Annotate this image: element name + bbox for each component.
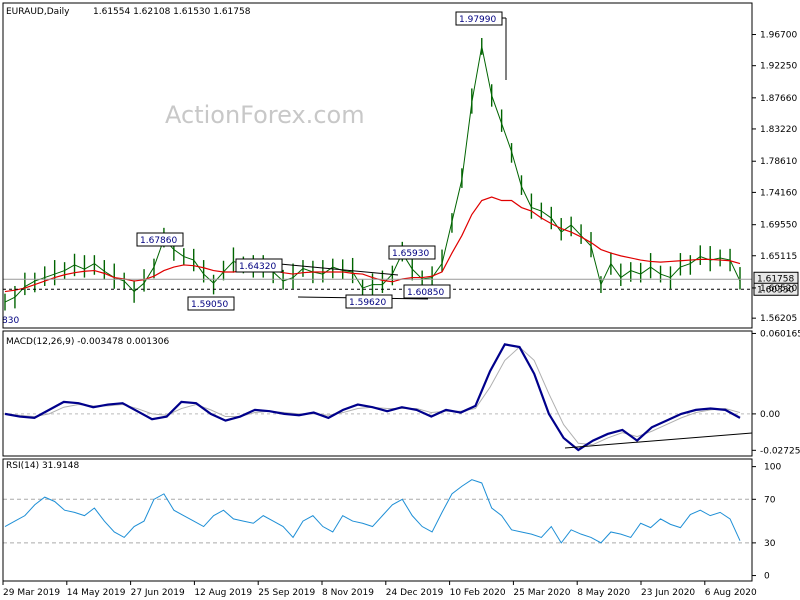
rsi-line bbox=[4, 479, 741, 544]
macd-panel bbox=[3, 343, 753, 452]
price-label: 1.59620 bbox=[349, 298, 386, 308]
price-panel: 1.97990 1.67860 1.64320 1.59050 1.65930 1.596… bbox=[3, 11, 799, 311]
x-tick-label: 12 Aug 2019 bbox=[194, 588, 252, 598]
price-tick-label: 1.87660 bbox=[760, 94, 797, 104]
bottom-left-label: 830 bbox=[2, 316, 19, 326]
price-tick-label: 1.69550 bbox=[760, 221, 797, 231]
macd-tick-label: -0.02725 bbox=[760, 446, 800, 456]
price-label-box bbox=[345, 294, 393, 309]
x-tick-label: 6 Aug 2020 bbox=[705, 588, 757, 598]
price-tick-label: 1.83220 bbox=[760, 125, 797, 135]
macd-tick-label: 0.060165 bbox=[760, 329, 800, 339]
price-label-box bbox=[403, 284, 451, 299]
rsi-tick-label: 30 bbox=[764, 539, 776, 549]
price-frame bbox=[2, 2, 753, 329]
x-tick-label: 29 Mar 2019 bbox=[3, 588, 60, 598]
price-label-box bbox=[136, 232, 184, 247]
price-label-box bbox=[388, 245, 436, 260]
rsi-title: RSI(14) 31.9148 bbox=[6, 461, 79, 471]
rsi-tick-label: 70 bbox=[764, 495, 776, 505]
chart-symbol: EURAUD,Daily bbox=[6, 7, 70, 17]
price-label: 1.59050 bbox=[191, 300, 228, 310]
price-tick-label: 1.92250 bbox=[760, 62, 797, 72]
price-label: 1.97990 bbox=[459, 15, 496, 25]
x-tick-label: 25 Sep 2019 bbox=[258, 588, 315, 598]
trendline-upper bbox=[279, 263, 399, 276]
price-tag-label: 1.60330 bbox=[757, 285, 794, 295]
price-label-box bbox=[187, 296, 235, 311]
ohlc-readout: 1.61554 1.62108 1.61530 1.61758 bbox=[93, 7, 251, 17]
x-tick-label: 14 May 2019 bbox=[67, 588, 126, 598]
x-tick-label: 8 Nov 2019 bbox=[322, 588, 374, 598]
x-tick-label: 24 Dec 2019 bbox=[386, 588, 444, 598]
price-label-box bbox=[235, 258, 283, 273]
macd-title: MACD(12,26,9) -0.003478 0.001306 bbox=[6, 337, 169, 347]
x-tick-label: 25 Mar 2020 bbox=[513, 588, 570, 598]
price-tag-label: 1.61758 bbox=[757, 274, 794, 284]
price-tick-label: 1.74160 bbox=[760, 188, 797, 198]
x-tick-label: 23 Jun 2020 bbox=[641, 588, 695, 598]
x-tick-label: 8 May 2020 bbox=[577, 588, 630, 598]
price-tick-label: 1.65115 bbox=[760, 252, 797, 262]
price-label: 1.64320 bbox=[239, 262, 276, 272]
price-tick-label: 1.96700 bbox=[760, 31, 797, 41]
price-tick-label: 1.78610 bbox=[760, 157, 797, 167]
rsi-frame bbox=[2, 458, 753, 582]
price-label: 1.60850 bbox=[407, 288, 444, 298]
price-tag bbox=[753, 282, 799, 296]
price-tick-label: 1.56205 bbox=[760, 314, 797, 324]
rsi-panel bbox=[3, 479, 752, 544]
price-line bbox=[4, 46, 741, 303]
macd-line bbox=[4, 343, 741, 452]
macd-frame bbox=[2, 330, 753, 457]
rsi-tick-label: 0 bbox=[764, 572, 770, 582]
rsi-tick-label: 100 bbox=[764, 463, 781, 473]
price-label: 1.67860 bbox=[140, 236, 177, 246]
watermark: ActionForex.com bbox=[165, 101, 365, 129]
price-tick-label: 1.60520 bbox=[760, 284, 797, 294]
macd-trendline bbox=[564, 432, 753, 449]
macd-signal-line bbox=[4, 346, 741, 446]
macd-tick-label: 0.00 bbox=[760, 410, 780, 420]
price-label: 1.65930 bbox=[392, 249, 429, 259]
x-tick-label: 27 Jun 2019 bbox=[131, 588, 185, 598]
moving-average-line bbox=[4, 196, 741, 293]
x-tick-label: 10 Feb 2020 bbox=[450, 588, 506, 598]
